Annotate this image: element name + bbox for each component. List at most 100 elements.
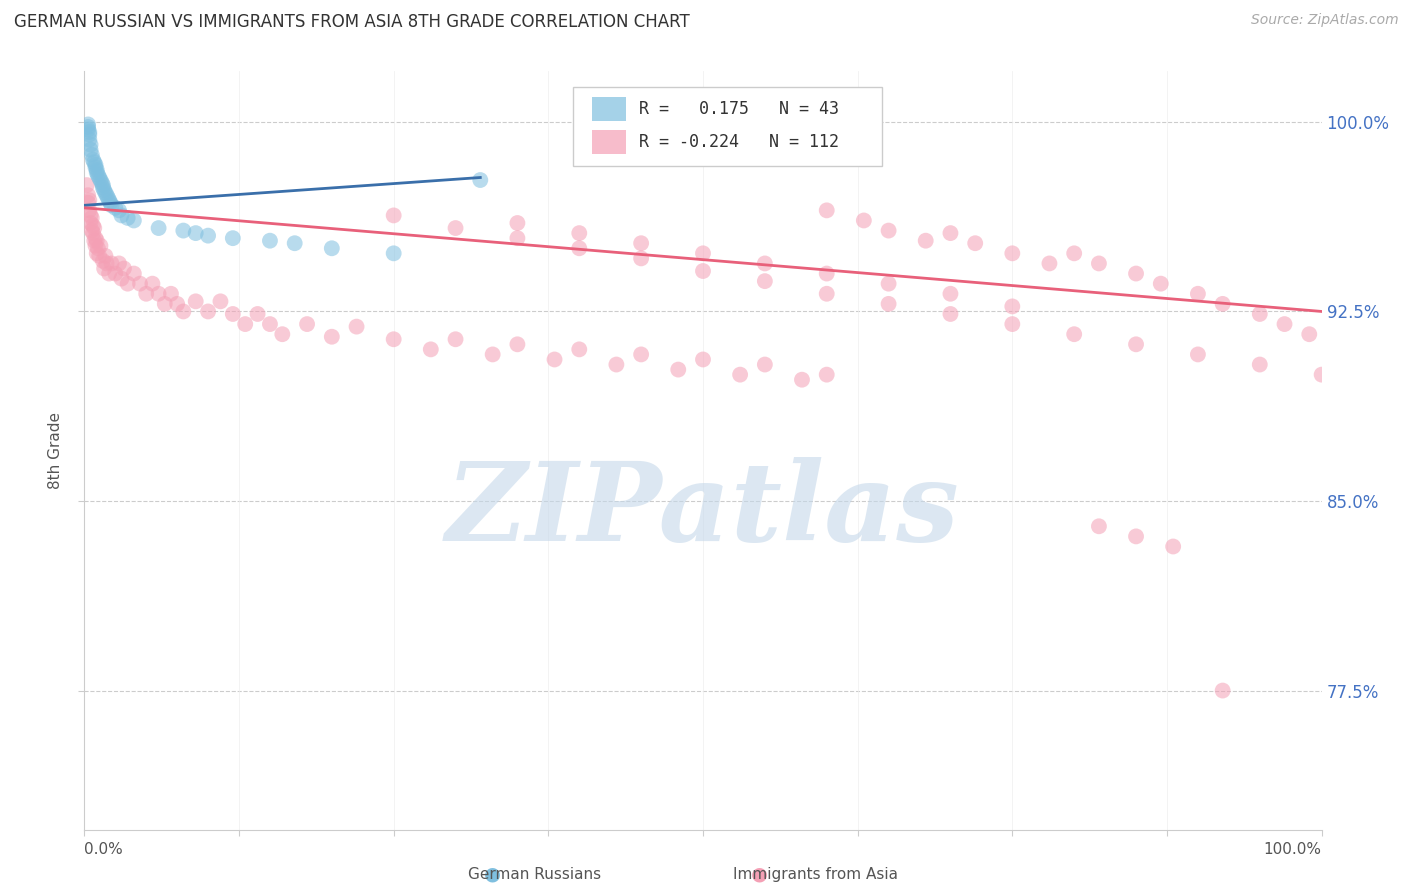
Point xyxy=(79,194,101,208)
Point xyxy=(80,211,103,225)
Point xyxy=(1161,540,1184,554)
Point xyxy=(444,332,467,346)
Point xyxy=(1298,327,1320,342)
Point xyxy=(122,213,145,227)
Point xyxy=(79,125,101,139)
Point xyxy=(1063,246,1085,260)
Point xyxy=(122,267,145,281)
Point xyxy=(666,362,689,376)
Point xyxy=(259,234,281,248)
Point xyxy=(79,143,101,157)
Text: R =   0.175   N = 43: R = 0.175 N = 43 xyxy=(638,100,838,119)
Point xyxy=(91,178,114,193)
Point xyxy=(184,226,207,240)
Point xyxy=(110,209,132,223)
Point xyxy=(77,195,100,210)
Point xyxy=(129,277,152,291)
Point xyxy=(77,122,100,136)
Point xyxy=(1187,347,1209,361)
Point xyxy=(877,297,900,311)
Point xyxy=(815,203,838,218)
Point xyxy=(108,256,131,270)
Point xyxy=(815,368,838,382)
Point xyxy=(692,352,714,367)
Text: GERMAN RUSSIAN VS IMMIGRANTS FROM ASIA 8TH GRADE CORRELATION CHART: GERMAN RUSSIAN VS IMMIGRANTS FROM ASIA 8… xyxy=(14,13,690,31)
Point xyxy=(939,286,962,301)
Point xyxy=(506,337,529,351)
Point xyxy=(1150,277,1173,291)
Point xyxy=(1125,337,1147,351)
Point xyxy=(233,317,256,331)
Text: 0.0%: 0.0% xyxy=(84,842,124,857)
Point xyxy=(754,358,776,372)
Point xyxy=(96,256,118,270)
Point xyxy=(108,203,131,218)
Point xyxy=(222,231,245,245)
Point xyxy=(1125,267,1147,281)
Point xyxy=(80,224,103,238)
Point xyxy=(630,252,652,266)
Point xyxy=(100,256,122,270)
Point xyxy=(852,213,875,227)
Point xyxy=(506,231,529,245)
Point xyxy=(104,267,127,281)
Point xyxy=(965,236,987,251)
Bar xyxy=(592,97,626,121)
Point xyxy=(692,246,714,260)
Text: ●: ● xyxy=(484,864,501,884)
Point xyxy=(160,286,183,301)
Point xyxy=(77,188,100,202)
Point xyxy=(877,224,900,238)
Point xyxy=(346,319,368,334)
Point xyxy=(1001,317,1024,331)
Point xyxy=(84,231,107,245)
Point xyxy=(246,307,269,321)
Point xyxy=(84,161,107,175)
Point xyxy=(382,209,405,223)
Point xyxy=(568,241,591,255)
Point xyxy=(94,249,117,263)
Point xyxy=(153,297,176,311)
Point xyxy=(86,162,108,177)
Point xyxy=(1038,256,1060,270)
Text: Source: ZipAtlas.com: Source: ZipAtlas.com xyxy=(1251,13,1399,28)
Point xyxy=(79,203,101,218)
Point xyxy=(1212,297,1234,311)
Point xyxy=(728,368,751,382)
Point xyxy=(1088,256,1111,270)
Point xyxy=(141,277,163,291)
Text: German Russians: German Russians xyxy=(468,867,600,881)
Text: ZIPatlas: ZIPatlas xyxy=(446,458,960,565)
Point xyxy=(87,241,110,255)
Point xyxy=(1063,327,1085,342)
Point xyxy=(172,304,194,318)
Point xyxy=(382,332,405,346)
Point xyxy=(82,219,104,233)
Point xyxy=(506,216,529,230)
Point xyxy=(90,176,112,190)
Point xyxy=(89,249,111,263)
Point xyxy=(259,317,281,331)
Point xyxy=(97,191,120,205)
Point xyxy=(444,221,467,235)
Point xyxy=(1125,529,1147,543)
Point xyxy=(382,246,405,260)
Point xyxy=(83,155,105,169)
Point xyxy=(815,286,838,301)
Point xyxy=(80,148,103,162)
Point xyxy=(96,188,118,202)
Point xyxy=(79,137,101,152)
Point xyxy=(89,173,111,187)
Point xyxy=(98,267,121,281)
Point xyxy=(98,194,121,208)
Point xyxy=(86,234,108,248)
Point xyxy=(100,198,122,212)
Point xyxy=(630,347,652,361)
Point xyxy=(1187,286,1209,301)
Point xyxy=(605,358,627,372)
Point xyxy=(98,195,121,210)
Point xyxy=(86,165,108,179)
Point xyxy=(1249,307,1271,321)
Point xyxy=(89,170,111,185)
Point xyxy=(568,226,591,240)
